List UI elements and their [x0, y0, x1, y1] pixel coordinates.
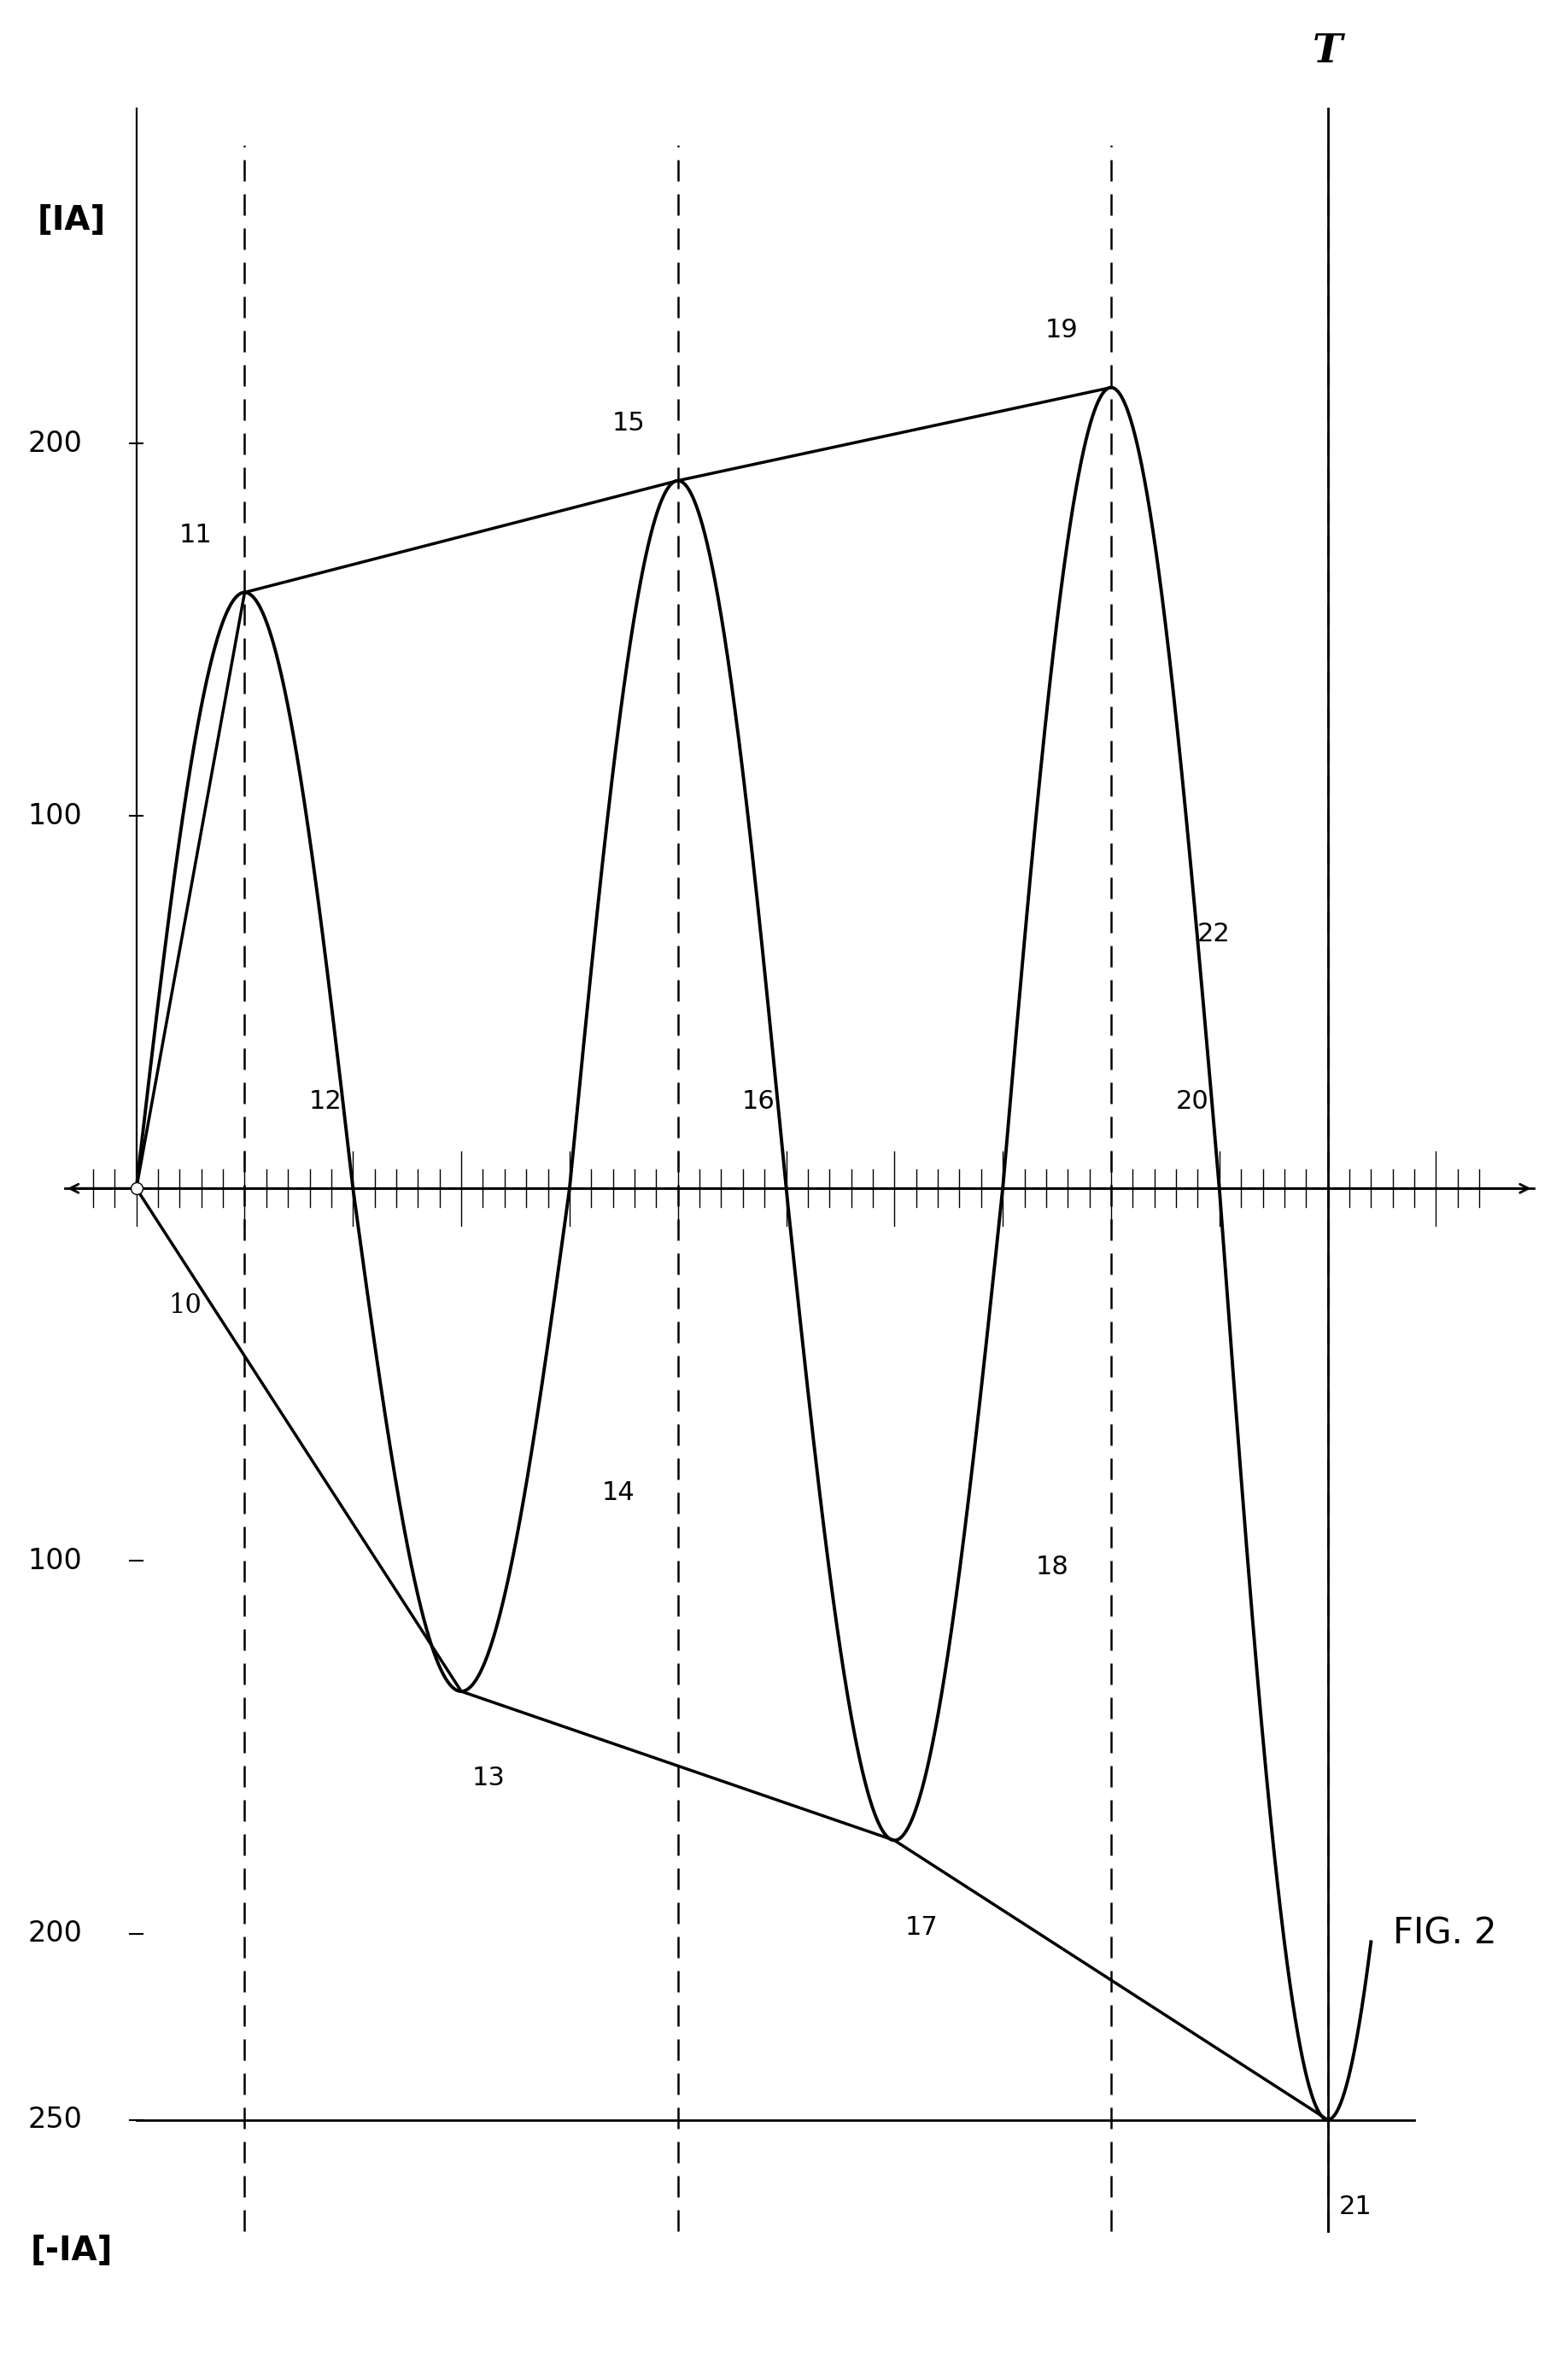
- Text: 11: 11: [179, 523, 212, 547]
- Text: 200: 200: [28, 1920, 82, 1948]
- Text: 19: 19: [1046, 317, 1079, 343]
- Text: 20: 20: [1176, 1089, 1209, 1115]
- Text: 16: 16: [742, 1089, 775, 1115]
- Text: [-IA]: [-IA]: [30, 2234, 113, 2265]
- Text: 22: 22: [1196, 921, 1231, 947]
- Text: 100: 100: [28, 802, 82, 831]
- Text: 15: 15: [612, 412, 646, 436]
- Text: [IA]: [IA]: [38, 204, 105, 237]
- Text: 17: 17: [905, 1915, 938, 1939]
- Text: T: T: [1312, 31, 1342, 71]
- Text: 100: 100: [28, 1548, 82, 1574]
- Text: 14: 14: [602, 1479, 635, 1505]
- Text: 200: 200: [28, 428, 82, 457]
- Text: 13: 13: [472, 1766, 505, 1789]
- Text: 10: 10: [169, 1292, 202, 1318]
- Text: 250: 250: [28, 2107, 82, 2135]
- Text: 21: 21: [1339, 2194, 1372, 2218]
- Text: 18: 18: [1035, 1555, 1068, 1579]
- Text: 12: 12: [309, 1089, 342, 1115]
- Text: FIG. 2: FIG. 2: [1392, 1915, 1496, 1950]
